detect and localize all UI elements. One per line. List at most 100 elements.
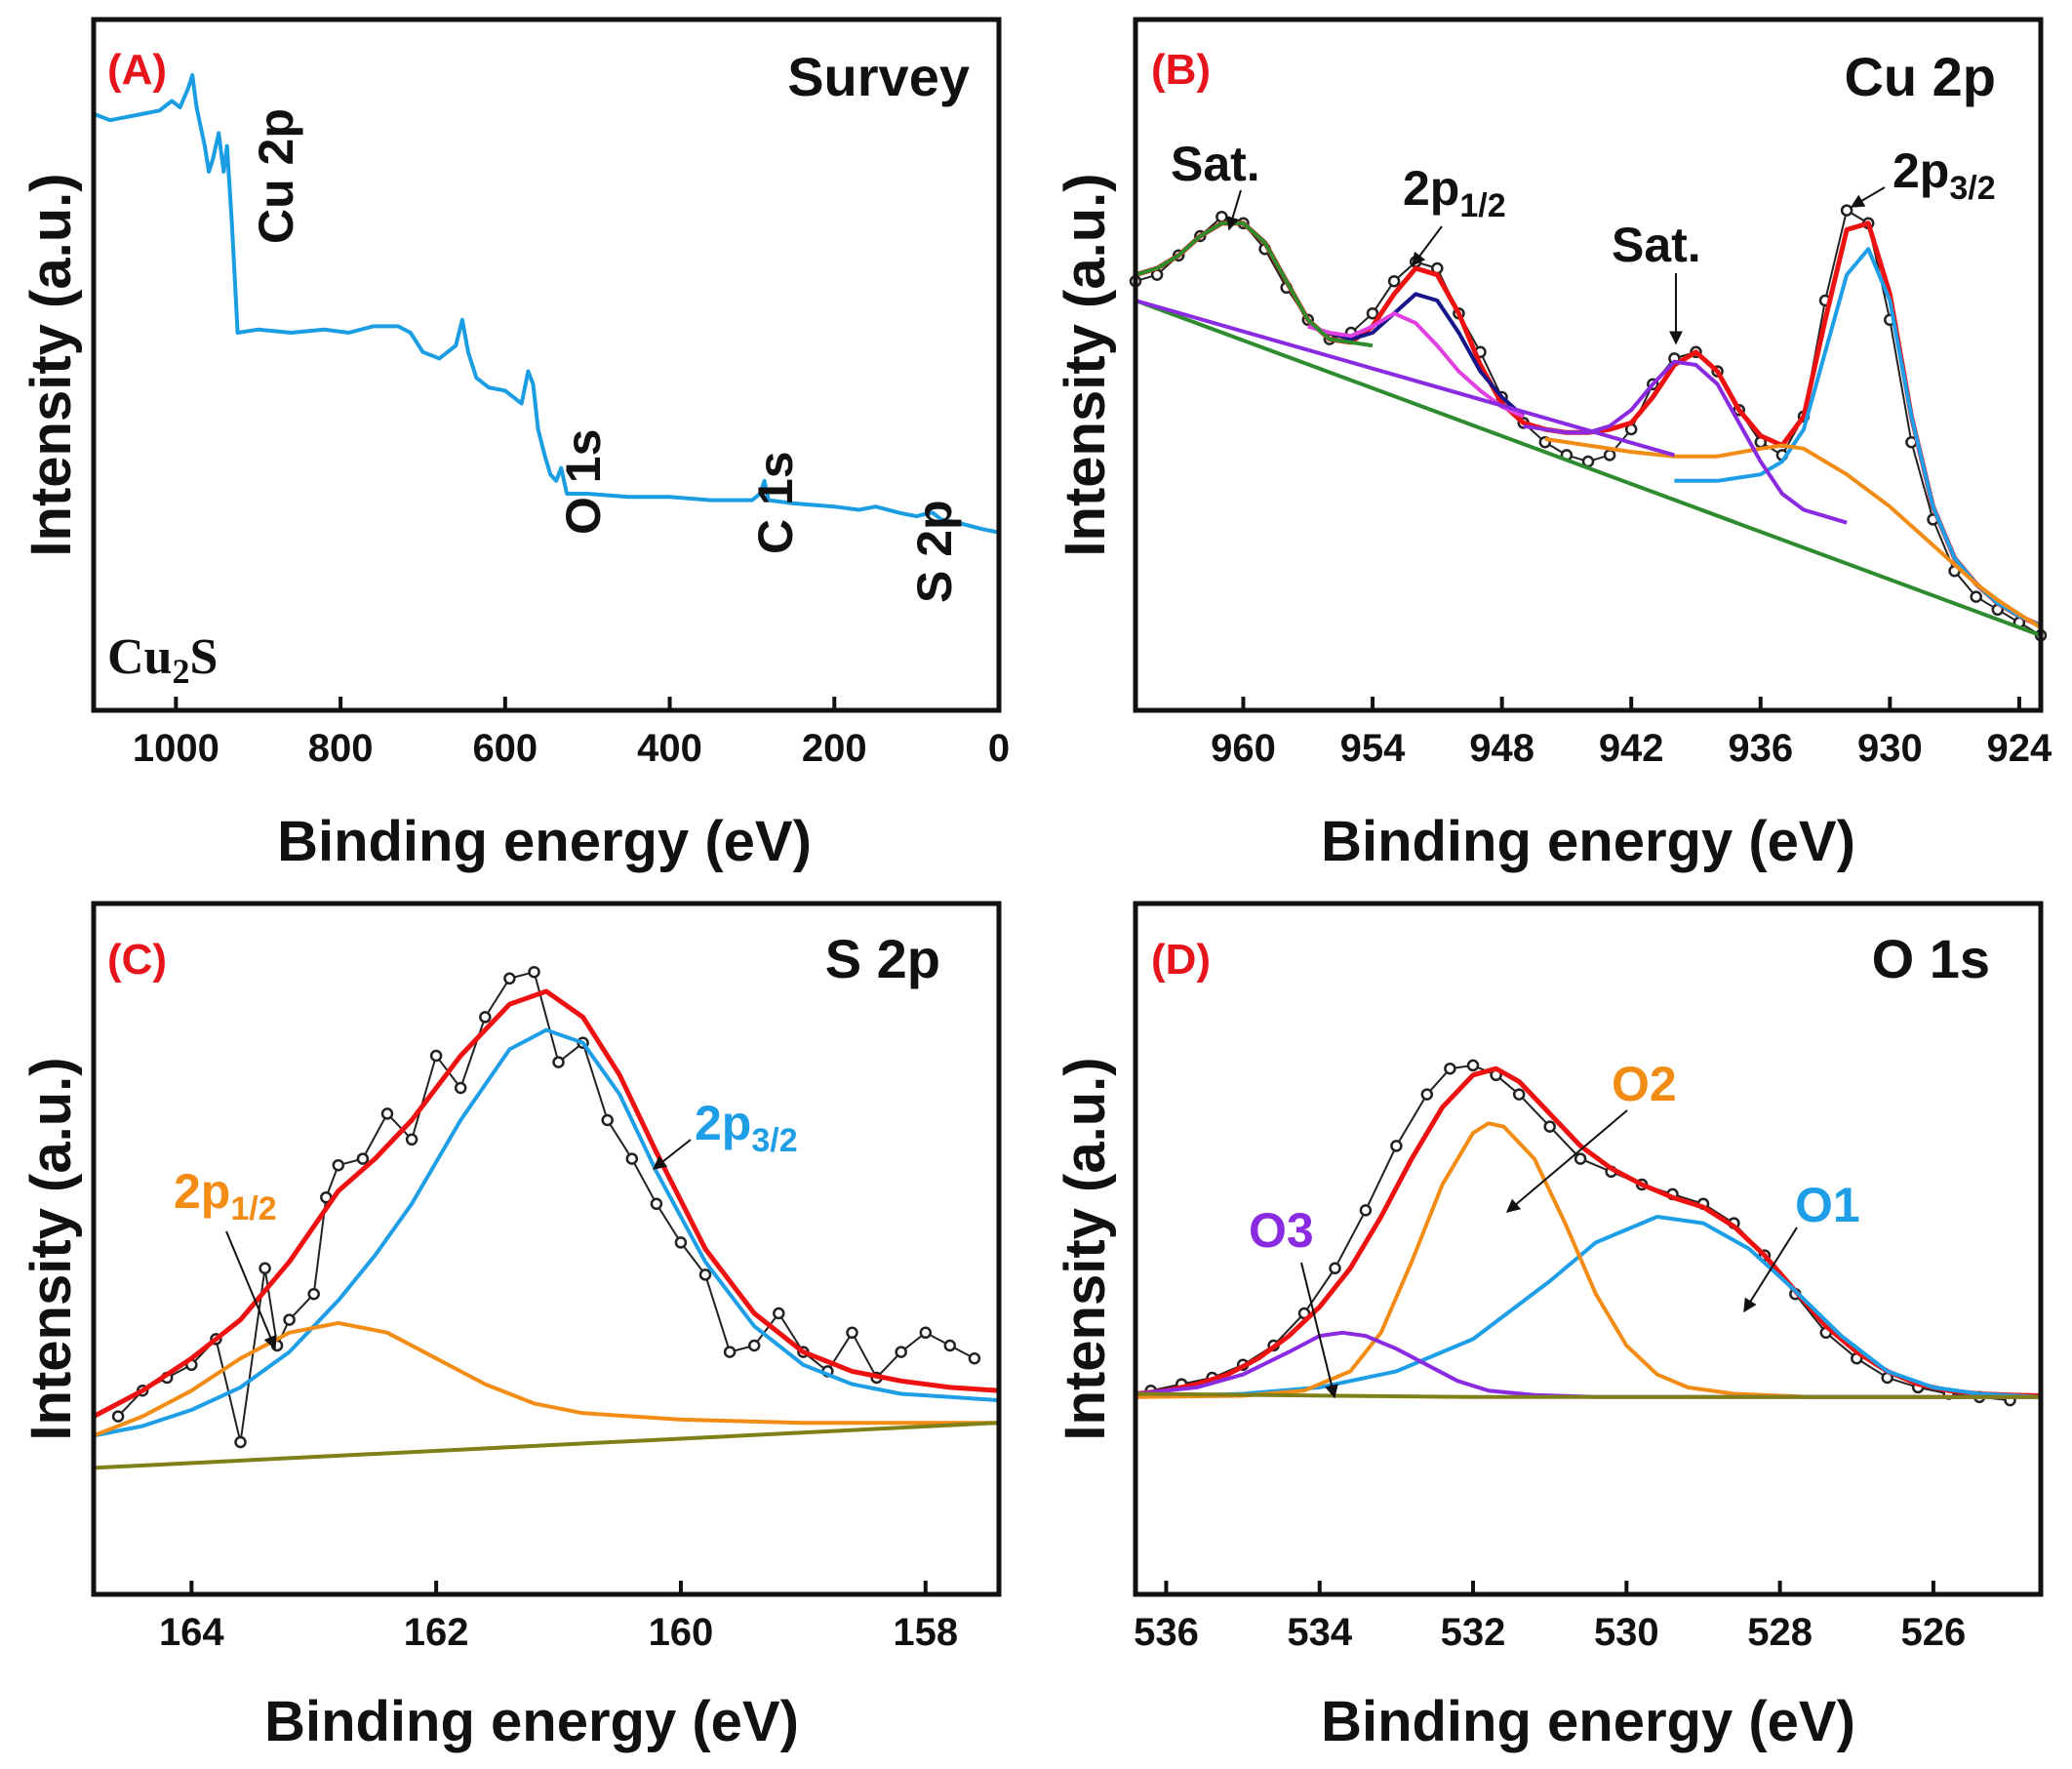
series-d-experimental-point-14 bbox=[1543, 1120, 1556, 1133]
series-b-experimental-point-39 bbox=[1970, 590, 1982, 603]
series-c-experimental-point-18 bbox=[503, 972, 516, 985]
arrow-sat-960 bbox=[1225, 189, 1242, 231]
series-b-2p1-2-shoulder bbox=[1307, 311, 1525, 419]
series-b-experimental-point-22 bbox=[1603, 449, 1616, 462]
series-d-experimental-point-8 bbox=[1390, 1140, 1403, 1152]
sample-element: S bbox=[189, 629, 218, 685]
series-c-experimental-point-9 bbox=[307, 1287, 320, 1301]
panel-b-xlabel: Binding energy (eV) bbox=[1321, 810, 1855, 873]
series-c-experimental-point-25 bbox=[674, 1236, 688, 1249]
x-tick-label-b-942: 942 bbox=[1599, 727, 1664, 770]
x-tick-label-c-158: 158 bbox=[893, 1611, 958, 1654]
annotation-sat-960: Sat. bbox=[1171, 137, 1260, 191]
arrow-2p12 bbox=[1412, 225, 1443, 267]
panel-a-frame bbox=[91, 17, 1002, 713]
series-b-satellite-960-ev bbox=[1135, 221, 1374, 348]
panel-d-frame bbox=[1133, 901, 2044, 1597]
panel-a-xlabel: Binding energy (eV) bbox=[277, 810, 812, 873]
annotation-2p32-b: 2p3/2 bbox=[1893, 143, 1996, 207]
series-c-background bbox=[93, 1421, 1000, 1470]
series-c-experimental-point-26 bbox=[698, 1268, 712, 1281]
arrow-o2 bbox=[1505, 1109, 1628, 1213]
panel-c-frame bbox=[91, 901, 1002, 1597]
series-c-experimental-point-29 bbox=[773, 1307, 785, 1320]
annotation-2p12: 2p1/2 bbox=[1403, 161, 1506, 224]
series-b-shirley-background bbox=[1135, 299, 2042, 638]
series-c-experimental-point-16 bbox=[454, 1081, 467, 1095]
x-tick-label-a-400: 400 bbox=[637, 727, 702, 770]
series-c-envelope bbox=[92, 988, 1000, 1419]
series-c-experimental-point-27 bbox=[723, 1346, 737, 1358]
x-tick-label-a-600: 600 bbox=[472, 727, 538, 770]
panel-a-title: Survey bbox=[787, 46, 970, 107]
series-b-experimental-point-4 bbox=[1215, 210, 1228, 223]
arrow-2p32-c bbox=[652, 1139, 692, 1170]
series-c-2p1-2 bbox=[93, 1320, 999, 1438]
x-tick-label-c-162: 162 bbox=[404, 1611, 469, 1654]
series-d-o2 bbox=[1135, 1121, 2041, 1399]
panel-a: 1000 800 600 400 200 0 (A) Survey Cu2S Cu 2p … bbox=[20, 17, 1010, 873]
series-c-experimental-point-32 bbox=[846, 1326, 858, 1340]
x-tick-label-a-0: 0 bbox=[988, 727, 1010, 770]
panel-d-plot: 536 534 532 530 528 526 bbox=[1134, 1059, 2042, 1654]
series-c-2p3-2 bbox=[93, 1027, 1000, 1438]
panel-c-plot: 164 162 160 158 bbox=[92, 965, 1000, 1654]
series-c-experimental-point-8 bbox=[283, 1313, 296, 1326]
x-tick-label-b-960: 960 bbox=[1211, 727, 1276, 770]
series-c-experimental-point-19 bbox=[528, 965, 540, 979]
annotation-o1s: O 1s bbox=[556, 429, 611, 535]
series-b-background-violet bbox=[1135, 299, 1675, 458]
series-c-experimental-point-22 bbox=[601, 1113, 614, 1127]
series-c-experimental-point-36 bbox=[943, 1339, 957, 1352]
series-c-experimental-point-0 bbox=[111, 1410, 125, 1423]
series-a-survey-spectrum bbox=[93, 73, 1000, 535]
annotation-2p32-c: 2p3/2 bbox=[695, 1096, 798, 1159]
annotation-cu2p: Cu 2p bbox=[249, 108, 303, 244]
subscript-32: 3/2 bbox=[1949, 170, 1995, 207]
series-c-experimental-point-35 bbox=[919, 1326, 933, 1340]
x-tick-label-d-534: 534 bbox=[1287, 1611, 1352, 1654]
x-tick-label-d-532: 532 bbox=[1441, 1611, 1506, 1654]
series-c-experimental-point-20 bbox=[552, 1056, 565, 1068]
x-tick-label-a-1000: 1000 bbox=[133, 727, 219, 770]
annotation-o1: O1 bbox=[1795, 1178, 1860, 1232]
annotation-2p12-c: 2p1/2 bbox=[174, 1164, 277, 1227]
series-c-experimental-point-11 bbox=[332, 1158, 345, 1172]
x-tick-label-d-530: 530 bbox=[1594, 1611, 1659, 1654]
series-c-experimental-point-24 bbox=[650, 1197, 663, 1211]
panel-c-letter: (C) bbox=[107, 936, 167, 984]
x-tick-label-c-164: 164 bbox=[159, 1611, 224, 1654]
panel-c-title: S 2p bbox=[825, 928, 940, 989]
series-d-experimental-point-15 bbox=[1574, 1152, 1587, 1165]
series-c-experimental-point-12 bbox=[356, 1152, 370, 1165]
panel-d-ylabel: Intensity (a.u.) bbox=[1054, 1057, 1117, 1440]
series-c-experimental-point-37 bbox=[968, 1351, 981, 1365]
series-c-experimental-point-6 bbox=[259, 1262, 271, 1275]
series-b-experimental-point-33 bbox=[1840, 204, 1853, 217]
series-c-experimental-point-28 bbox=[747, 1339, 761, 1352]
subscript-32-c: 3/2 bbox=[751, 1122, 797, 1159]
series-c-experimental-point-23 bbox=[625, 1152, 639, 1165]
panel-b-ylabel: Intensity (a.u.) bbox=[1054, 173, 1117, 556]
arrow-2p32-b bbox=[1850, 186, 1886, 208]
panel-c-ylabel: Intensity (a.u.) bbox=[20, 1057, 83, 1440]
series-c-experimental-point-14 bbox=[405, 1133, 418, 1146]
x-tick-label-c-160: 160 bbox=[649, 1611, 714, 1654]
series-d-experimental-point-13 bbox=[1512, 1088, 1526, 1101]
series-b-envelope bbox=[1135, 221, 2043, 628]
panel-d-letter: (D) bbox=[1151, 936, 1211, 984]
panel-b-title: Cu 2p bbox=[1844, 46, 1996, 107]
panel-c-xlabel: Binding energy (eV) bbox=[264, 1690, 799, 1753]
annotation-o3: O3 bbox=[1249, 1203, 1314, 1258]
annotation-s2p: S 2p bbox=[907, 500, 962, 603]
series-c-experimental-point-15 bbox=[429, 1049, 443, 1063]
panel-d-xlabel: Binding energy (eV) bbox=[1321, 1690, 1855, 1753]
series-b-experimental-line bbox=[1135, 209, 2042, 637]
x-tick-label-b-930: 930 bbox=[1857, 727, 1923, 770]
series-b-cu2-2p3-2-shoulder bbox=[1544, 436, 2043, 629]
annotation-sat-939: Sat. bbox=[1612, 218, 1701, 272]
series-d-experimental-point-9 bbox=[1420, 1088, 1434, 1101]
panel-b: 960 954 948 942 936 930 924 (B) Cu 2p Sat. 2p1… bbox=[1054, 17, 2052, 873]
panel-a-letter: (A) bbox=[107, 46, 167, 94]
